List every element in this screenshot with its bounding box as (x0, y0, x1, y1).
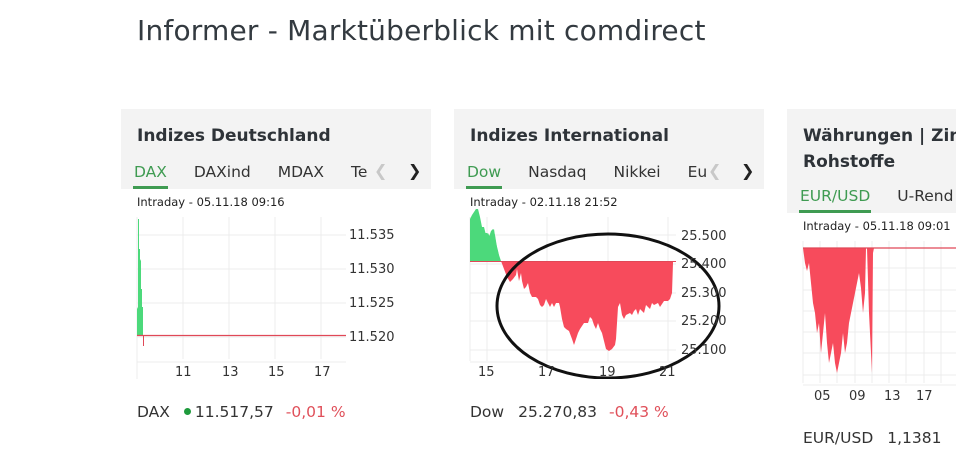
panel-title: Währungen | Zins Rohstoffe (787, 109, 956, 175)
panel-header: Indizes Deutschland DAX DAXind MDAX Te ❮… (121, 109, 431, 189)
y-tick: 11.525 (349, 296, 395, 311)
tab-dow[interactable]: Dow (466, 163, 503, 189)
quote-row[interactable]: EUR/USD 1,1381 (803, 429, 942, 447)
quote-value: 25.270,83 (518, 403, 597, 421)
tab-daxind[interactable]: DAXind (193, 163, 251, 181)
y-tick: 11.530 (349, 262, 395, 277)
page-title: Informer - Marktüberblick mit comdirect (137, 14, 706, 47)
intraday-label: Intraday - 05.11.18 09:16 (137, 195, 285, 209)
y-tick: 11.520 (349, 330, 395, 345)
x-tick: 05 (814, 389, 831, 403)
y-tick: 25.100 (681, 343, 727, 358)
panel-waehrungen: Währungen | Zins Rohstoffe EUR/USD U-Ren… (787, 109, 956, 447)
chevron-right-icon[interactable]: ❯ (408, 161, 422, 180)
x-tick: 19 (599, 365, 616, 379)
quote-change: -0,43 % (609, 403, 669, 421)
x-tick: 15 (268, 365, 285, 379)
y-tick: 25.400 (681, 257, 727, 272)
quote-row[interactable]: DAX 11.517,57 -0,01 % (137, 403, 346, 421)
panel-title: Indizes Deutschland (137, 126, 331, 146)
x-tick: 15 (478, 365, 495, 379)
y-tick: 25.300 (681, 286, 727, 301)
chevron-right-icon[interactable]: ❯ (741, 161, 755, 180)
y-tick: 11.535 (349, 228, 395, 243)
quote-name: EUR/USD (803, 429, 874, 447)
tab-bar: Dow Nasdaq Nikkei Eu ❮ ❯ (454, 149, 764, 189)
tab-nikkei[interactable]: Nikkei (613, 163, 661, 181)
dow-chart-svg: 25.500 25.400 25.300 25.200 25.100 15 17… (469, 209, 727, 379)
y-tick: 25.200 (681, 314, 727, 329)
x-tick: 17 (538, 365, 555, 379)
quote-row[interactable]: Dow 25.270,83 -0,43 % (470, 403, 669, 421)
quote-name: DAX (137, 403, 170, 421)
panel-header: Indizes International Dow Nasdaq Nikkei … (454, 109, 764, 189)
tab-bar: EUR/USD U-Rend (787, 175, 956, 213)
panel-header: Währungen | Zins Rohstoffe EUR/USD U-Ren… (787, 109, 956, 213)
x-tick: 13 (222, 365, 239, 379)
tab-bar: DAX DAXind MDAX Te ❮ ❯ (121, 149, 431, 189)
intraday-label: Intraday - 05.11.18 09:01 (803, 219, 951, 233)
panel-title-line2: Rohstoffe (803, 152, 896, 172)
y-tick: 25.500 (681, 229, 727, 244)
intraday-chart: 05 09 13 17 Intraday - 05.11.18 09:01 (787, 213, 956, 403)
intraday-chart: 25.500 25.400 25.300 25.200 25.100 15 17… (454, 189, 764, 379)
tab-dax[interactable]: DAX (133, 163, 168, 189)
tab-nasdaq[interactable]: Nasdaq (528, 163, 587, 181)
tab-mdax[interactable]: MDAX (277, 163, 325, 181)
chevron-left-icon[interactable]: ❮ (374, 161, 388, 180)
panel-title: Indizes International (470, 126, 669, 146)
tab-eurostoxx[interactable]: Eu (687, 163, 708, 181)
quote-value: 11.517,57 (194, 403, 274, 421)
x-tick: 17 (314, 365, 331, 379)
quote-change: -0,01 % (285, 403, 346, 421)
x-tick: 13 (884, 389, 901, 403)
tab-u-rendite[interactable]: U-Rend (897, 187, 954, 205)
quote-name: Dow (470, 403, 505, 421)
chevron-left-icon[interactable]: ❮ (708, 161, 722, 180)
live-dot-icon (183, 408, 191, 415)
annotation-ellipse (495, 232, 721, 379)
intraday-chart: 11.535 11.530 11.525 11.520 11 13 15 17 … (121, 189, 431, 379)
x-tick: 11 (175, 365, 192, 379)
dax-chart-svg: 11.535 11.530 11.525 11.520 11 13 15 17 (136, 217, 395, 379)
panel-indizes-international: Indizes International Dow Nasdaq Nikkei … (454, 109, 764, 421)
panel-title-line1: Währungen | Zins (803, 126, 956, 146)
eurusd-chart-svg: 05 09 13 17 (802, 241, 956, 403)
x-tick: 09 (849, 389, 866, 403)
x-tick: 21 (659, 365, 676, 379)
tab-eur-usd[interactable]: EUR/USD (799, 187, 872, 213)
intraday-label: Intraday - 02.11.18 21:52 (470, 195, 618, 209)
x-tick: 17 (916, 389, 933, 403)
quote-value: 1,1381 (887, 429, 942, 447)
panel-indizes-deutschland: Indizes Deutschland DAX DAXind MDAX Te ❮… (121, 109, 431, 421)
tab-tecdax[interactable]: Te (351, 163, 368, 181)
